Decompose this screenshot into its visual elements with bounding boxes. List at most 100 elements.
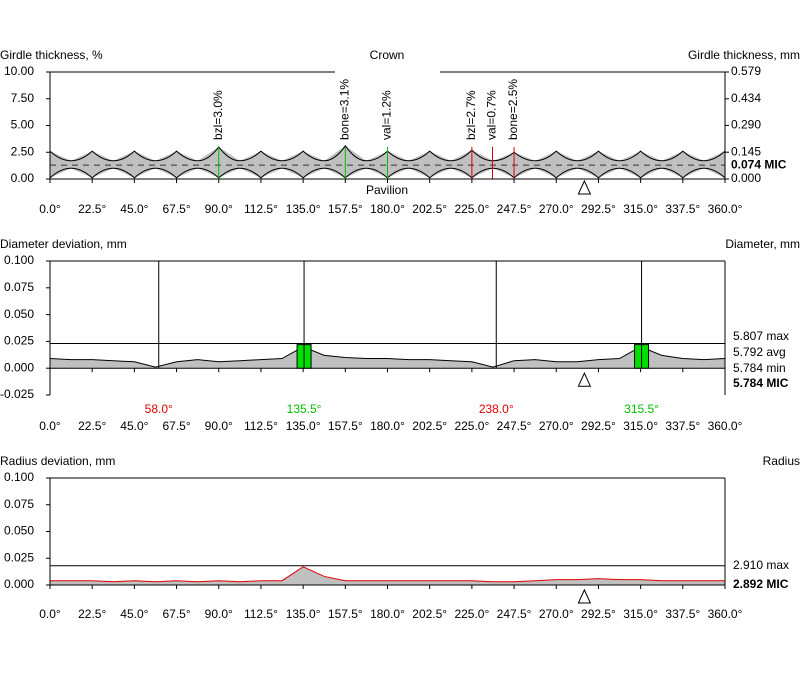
x-tick-label: 0.0°	[39, 607, 61, 621]
x-tick-label: 0.0°	[39, 419, 61, 433]
x-tick-label: 157.5°	[328, 607, 363, 621]
x-tick-label: 225.0°	[454, 607, 489, 621]
x-tick-label: 292.5°	[581, 607, 616, 621]
y2-tick-label: 0.434	[731, 91, 761, 105]
x-tick-label: 90.0°	[205, 607, 233, 621]
x-tick-label: 270.0°	[539, 607, 574, 621]
x-tick-label: 225.0°	[454, 202, 489, 216]
y2-axis-label: Girdle thickness, mm	[688, 48, 800, 62]
x-tick-label: 337.5°	[665, 607, 700, 621]
mic-label: 2.892 MIC	[733, 577, 789, 591]
y-tick-label: 0.050	[4, 524, 34, 538]
x-tick-label: 337.5°	[665, 202, 700, 216]
x-tick-label: 180.0°	[370, 607, 405, 621]
x-tick-label: 180.0°	[370, 202, 405, 216]
position-marker	[577, 179, 592, 195]
x-tick-label: 112.5°	[244, 419, 278, 433]
marker-label: 238.0°	[479, 402, 514, 416]
x-tick-label: 45.0°	[120, 419, 148, 433]
y-axis-label: Girdle thickness, %	[0, 48, 103, 62]
x-tick-label: 270.0°	[539, 202, 574, 216]
x-tick-label: 135.0°	[286, 419, 321, 433]
y-tick-label: 0.000	[4, 577, 34, 591]
y-tick-label: 0.050	[4, 307, 34, 321]
y-tick-label: 5.00	[11, 118, 35, 132]
x-tick-label: 202.5°	[412, 202, 447, 216]
right-label: 2.910 max	[733, 558, 789, 572]
x-tick-label: 90.0°	[205, 419, 233, 433]
x-tick-label: 135.0°	[286, 202, 321, 216]
x-tick-label: 360.0°	[708, 202, 743, 216]
y-tick-label: 0.025	[4, 550, 34, 564]
x-tick-label: 315.0°	[623, 419, 658, 433]
mic-label: 5.784 MIC	[733, 376, 789, 390]
x-tick-label: 292.5°	[581, 419, 616, 433]
deviation-line	[49, 346, 726, 368]
x-tick-label: 22.5°	[78, 419, 106, 433]
position-marker	[577, 588, 592, 604]
x-tick-label: 0.0°	[39, 202, 61, 216]
x-tick-label: 360.0°	[708, 607, 743, 621]
x-tick-label: 292.5°	[581, 202, 616, 216]
mic-label: 0.074 MIC	[731, 157, 787, 171]
y-tick-label: 0.100	[4, 470, 34, 484]
y-tick-label: 10.00	[4, 64, 34, 78]
y2-axis-label: Radius	[763, 454, 800, 468]
x-tick-label: 67.5°	[162, 419, 190, 433]
y-tick-label: 0.025	[4, 334, 34, 348]
right-label: 5.784 min	[733, 361, 786, 375]
x-tick-label: 22.5°	[78, 202, 106, 216]
right-label: 5.792 avg	[733, 345, 786, 359]
x-tick-label: 157.5°	[328, 419, 363, 433]
annotation-label: bzl=3.0%	[211, 90, 225, 140]
y2-tick-label: 0.579	[731, 64, 761, 78]
x-tick-label: 45.0°	[120, 202, 148, 216]
x-tick-label: 112.5°	[244, 607, 278, 621]
marker-label: 135.5°	[287, 402, 322, 416]
y-tick-label: 2.50	[11, 144, 35, 158]
x-tick-label: 315.0°	[623, 202, 658, 216]
x-tick-label: 180.0°	[370, 419, 405, 433]
x-tick-label: 157.5°	[328, 202, 363, 216]
marker-label: 58.0°	[145, 402, 173, 416]
position-marker	[577, 372, 592, 387]
annotation-label: bone=2.5%	[506, 79, 520, 140]
x-tick-label: 90.0°	[205, 202, 233, 216]
y-axis-label: Radius deviation, mm	[0, 454, 115, 468]
y-tick-label: -0.025	[0, 387, 34, 401]
marker-label: 315.5°	[624, 402, 659, 416]
annotation-label: val=1.2%	[380, 90, 394, 140]
x-tick-label: 315.0°	[623, 607, 658, 621]
x-tick-label: 202.5°	[412, 607, 447, 621]
x-tick-label: 247.5°	[497, 419, 532, 433]
panel-subtitle: Pavilion	[366, 183, 408, 197]
x-tick-label: 67.5°	[162, 202, 190, 216]
y-tick-label: 0.075	[4, 280, 34, 294]
y-tick-label: 0.100	[4, 253, 34, 267]
y2-tick-label: 0.145	[731, 144, 761, 158]
y2-axis-label: Diameter, mm	[725, 237, 800, 251]
y2-tick-label: 0.000	[731, 171, 761, 185]
area-fill	[50, 346, 725, 369]
y-tick-label: 7.50	[11, 91, 35, 105]
area-fill	[50, 566, 725, 585]
x-tick-label: 247.5°	[497, 607, 532, 621]
annotation-label: val=0.7%	[485, 90, 499, 140]
annotation-label: bone=3.1%	[337, 79, 351, 140]
x-tick-label: 135.0°	[286, 607, 321, 621]
x-tick-label: 45.0°	[120, 607, 148, 621]
x-tick-label: 270.0°	[539, 419, 574, 433]
y-tick-label: 0.000	[4, 360, 34, 374]
x-tick-label: 225.0°	[454, 419, 489, 433]
y2-tick-label: 0.290	[731, 118, 761, 132]
x-tick-label: 67.5°	[162, 607, 190, 621]
deviation-line	[50, 566, 725, 583]
x-tick-label: 202.5°	[412, 419, 447, 433]
x-tick-label: 112.5°	[244, 202, 278, 216]
panel-title: Crown	[370, 48, 405, 62]
x-tick-label: 22.5°	[78, 607, 106, 621]
y-tick-label: 0.00	[11, 171, 35, 185]
x-tick-label: 337.5°	[665, 419, 700, 433]
x-tick-label: 247.5°	[497, 202, 532, 216]
